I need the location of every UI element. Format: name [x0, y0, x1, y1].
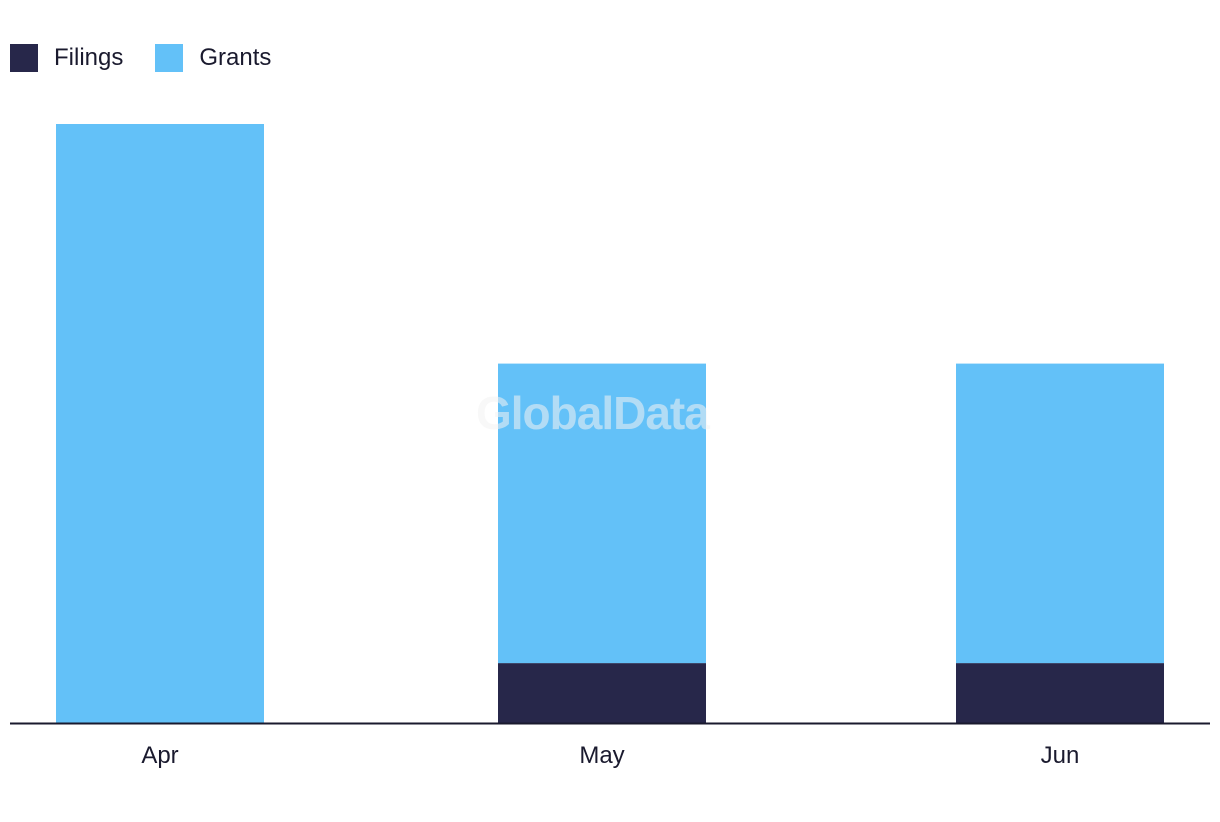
legend-item-grants[interactable]: Grants: [155, 44, 271, 72]
x-tick-label-may: May: [579, 742, 624, 769]
legend-item-filings[interactable]: Filings: [10, 44, 123, 72]
bar-grants-may[interactable]: [498, 363, 706, 664]
x-tick-label-jun: Jun: [1041, 742, 1080, 769]
bar-filings-jun[interactable]: [956, 663, 1164, 723]
legend-swatch-grants: [155, 44, 184, 72]
legend-label-filings: Filings: [54, 44, 124, 71]
legend-label-grants: Grants: [199, 44, 272, 71]
bar-filings-may[interactable]: [498, 663, 706, 723]
chart-legend: Filings Grants: [10, 44, 303, 72]
legend-swatch-filings: [10, 44, 38, 72]
bar-grants-apr[interactable]: [56, 124, 264, 723]
bar-grants-jun[interactable]: [956, 363, 1164, 664]
x-tick-label-apr: Apr: [141, 742, 178, 769]
